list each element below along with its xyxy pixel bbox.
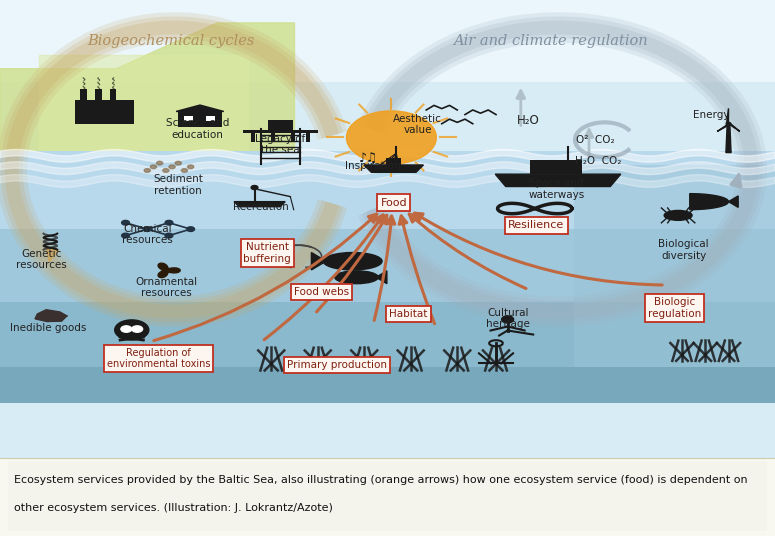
Text: Sediment
retention: Sediment retention xyxy=(153,174,203,196)
Bar xyxy=(95,89,102,101)
Bar xyxy=(0,229,775,403)
Bar xyxy=(306,132,309,142)
Bar xyxy=(184,116,193,121)
Bar xyxy=(386,158,401,165)
Polygon shape xyxy=(690,193,728,210)
Polygon shape xyxy=(0,23,294,266)
Polygon shape xyxy=(35,310,67,322)
Circle shape xyxy=(144,169,150,172)
Text: Food webs: Food webs xyxy=(294,287,350,297)
Text: ♪♫: ♪♫ xyxy=(359,152,377,165)
Bar xyxy=(110,89,116,101)
Bar xyxy=(251,132,255,142)
Circle shape xyxy=(251,185,258,190)
Text: Inedible goods: Inedible goods xyxy=(10,323,86,333)
Ellipse shape xyxy=(335,271,378,284)
Text: Primary production: Primary production xyxy=(287,360,388,370)
Circle shape xyxy=(175,161,181,165)
Polygon shape xyxy=(234,202,285,207)
Text: H₂O: H₂O xyxy=(517,114,540,126)
Bar xyxy=(0,367,775,403)
Bar xyxy=(574,165,775,403)
Text: O²  CO₂: O² CO₂ xyxy=(576,135,615,145)
Text: Energy: Energy xyxy=(693,110,730,121)
Bar xyxy=(271,132,275,142)
Circle shape xyxy=(132,326,143,332)
Polygon shape xyxy=(312,252,326,270)
Polygon shape xyxy=(728,196,738,207)
Polygon shape xyxy=(728,123,740,131)
Text: Chemical
resources: Chemical resources xyxy=(122,224,173,245)
Text: other ecosystem services. (Illustration: J. Lokrantz/Azote): other ecosystem services. (Illustration:… xyxy=(14,503,332,513)
Circle shape xyxy=(501,316,514,323)
Text: Genetic
resources: Genetic resources xyxy=(16,249,67,270)
Text: Inspiration: Inspiration xyxy=(345,161,401,171)
Circle shape xyxy=(169,165,175,169)
Polygon shape xyxy=(717,124,729,131)
Text: Biologic
regulation: Biologic regulation xyxy=(648,297,701,319)
Text: Space and
waterways: Space and waterways xyxy=(529,178,584,199)
Polygon shape xyxy=(726,108,728,124)
Circle shape xyxy=(122,220,129,225)
Polygon shape xyxy=(39,55,248,206)
Bar xyxy=(178,111,222,127)
Circle shape xyxy=(143,227,151,232)
Bar xyxy=(291,132,294,142)
Text: Biogeochemical cycles: Biogeochemical cycles xyxy=(87,34,254,48)
Text: Recreation: Recreation xyxy=(232,202,288,212)
Bar xyxy=(0,302,775,403)
Text: Resilience: Resilience xyxy=(508,220,564,230)
Text: Aesthetic
value: Aesthetic value xyxy=(393,114,443,136)
Circle shape xyxy=(165,233,173,238)
Polygon shape xyxy=(495,174,621,187)
Bar xyxy=(268,120,293,130)
Bar xyxy=(0,151,775,403)
Circle shape xyxy=(181,169,188,172)
Circle shape xyxy=(188,165,194,169)
Circle shape xyxy=(726,122,731,125)
Bar xyxy=(75,100,134,124)
Circle shape xyxy=(163,169,169,172)
Bar xyxy=(0,0,775,83)
Text: Biological
diversity: Biological diversity xyxy=(658,239,709,260)
Text: Legacy of
the sea: Legacy of the sea xyxy=(256,133,305,155)
Bar xyxy=(243,130,318,133)
Bar xyxy=(206,116,215,121)
Bar xyxy=(81,89,87,101)
Polygon shape xyxy=(364,165,423,172)
Text: Science and
education: Science and education xyxy=(166,118,229,140)
Circle shape xyxy=(157,161,163,165)
Text: Ornamental
resources: Ornamental resources xyxy=(136,277,198,298)
Text: Regulation of
environmental toxins: Regulation of environmental toxins xyxy=(107,347,211,369)
Circle shape xyxy=(121,326,132,332)
Circle shape xyxy=(115,320,149,340)
Polygon shape xyxy=(176,105,224,111)
Text: Air and climate regulation: Air and climate regulation xyxy=(453,34,648,48)
Text: Habitat: Habitat xyxy=(389,309,428,319)
Circle shape xyxy=(150,165,157,169)
Text: H₂O  CO₂: H₂O CO₂ xyxy=(575,157,622,166)
Circle shape xyxy=(346,111,436,164)
Polygon shape xyxy=(158,263,181,278)
Ellipse shape xyxy=(323,252,382,270)
Text: Nutrient
buffering: Nutrient buffering xyxy=(243,242,291,264)
Text: Ecosystem services provided by the Baltic Sea, also illustrating (orange arrows): Ecosystem services provided by the Balti… xyxy=(14,475,747,486)
Polygon shape xyxy=(376,271,387,284)
Circle shape xyxy=(122,233,129,238)
Circle shape xyxy=(187,227,195,232)
Text: Food: Food xyxy=(381,198,407,207)
Bar xyxy=(530,160,582,174)
Ellipse shape xyxy=(664,211,692,220)
Circle shape xyxy=(165,220,173,225)
Polygon shape xyxy=(726,124,731,153)
Text: Cultural
heritage: Cultural heritage xyxy=(486,308,529,329)
